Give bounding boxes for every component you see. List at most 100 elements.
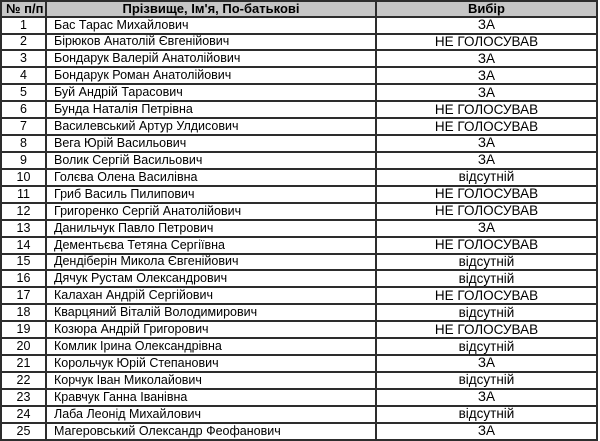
- vote-value-cell: відсутній: [375, 337, 598, 357]
- table-row: 5 Буй Андрій Тарасович ЗА: [0, 83, 598, 103]
- col-header-number: № п/п: [0, 0, 47, 18]
- row-number-cell: 17: [0, 286, 47, 306]
- row-number-cell: 3: [0, 49, 47, 69]
- vote-value-cell: ЗА: [375, 218, 598, 238]
- row-number-cell: 12: [0, 201, 47, 221]
- vote-value-cell: НЕ ГОЛОСУВАВ: [375, 320, 598, 340]
- vote-value-cell: ЗА: [375, 421, 598, 441]
- row-number-cell: 5: [0, 83, 47, 103]
- row-number-cell: 10: [0, 167, 47, 187]
- vote-value-cell: відсутній: [375, 167, 598, 187]
- table-row: 12 Григоренко Сергій Анатолійович НЕ ГОЛ…: [0, 201, 598, 221]
- member-name-cell: Калахан Андрій Сергійович: [45, 286, 377, 306]
- table-row: 6 Бунда Наталія Петрівна НЕ ГОЛОСУВАВ: [0, 100, 598, 120]
- row-number-cell: 1: [0, 15, 47, 35]
- table-row: 21 Корольчук Юрій Степанович ЗА: [0, 354, 598, 373]
- member-name-cell: Дендіберін Микола Євгенійович: [45, 252, 377, 272]
- row-number-cell: 9: [0, 151, 47, 170]
- vote-value-cell: НЕ ГОЛОСУВАВ: [375, 184, 598, 204]
- member-name-cell: Василевський Артур Улдисович: [45, 117, 377, 137]
- table-row: 15 Дендіберін Микола Євгенійович відсутн…: [0, 252, 598, 272]
- table-row: 10 Голєва Олена Василівна відсутній: [0, 167, 598, 187]
- table-row: 17 Калахан Андрій Сергійович НЕ ГОЛОСУВА…: [0, 286, 598, 306]
- table-row: 13 Данильчук Павло Петрович ЗА: [0, 218, 598, 238]
- table-row: 23 Кравчук Ганна Іванівна ЗА: [0, 387, 598, 407]
- vote-value-cell: відсутній: [375, 404, 598, 424]
- vote-value-cell: ЗА: [375, 151, 598, 170]
- vote-value-cell: ЗА: [375, 49, 598, 69]
- row-number-cell: 7: [0, 117, 47, 137]
- member-name-cell: Дячук Рустам Олександрович: [45, 269, 377, 289]
- vote-value-cell: НЕ ГОЛОСУВАВ: [375, 286, 598, 306]
- member-name-cell: Козюра Андрій Григорович: [45, 320, 377, 340]
- row-number-cell: 20: [0, 337, 47, 357]
- member-name-cell: Дементьєва Тетяна Сергіївна: [45, 235, 377, 255]
- member-name-cell: Кравчук Ганна Іванівна: [45, 387, 377, 407]
- vote-value-cell: ЗА: [375, 387, 598, 407]
- table-row: 4 Бондарук Роман Анатолійович ЗА: [0, 66, 598, 86]
- row-number-cell: 15: [0, 252, 47, 272]
- vote-value-cell: відсутній: [375, 269, 598, 289]
- member-name-cell: Бас Тарас Михайлович: [45, 15, 377, 35]
- row-number-cell: 11: [0, 184, 47, 204]
- row-number-cell: 14: [0, 235, 47, 255]
- table-row: 11 Гриб Василь Пилипович НЕ ГОЛОСУВАВ: [0, 184, 598, 204]
- row-number-cell: 16: [0, 269, 47, 289]
- table-row: 20 Комлик Ірина Олександрівна відсутній: [0, 337, 598, 357]
- vote-value-cell: НЕ ГОЛОСУВАВ: [375, 32, 598, 52]
- member-name-cell: Бондарук Роман Анатолійович: [45, 66, 377, 86]
- table-row: 7 Василевський Артур Улдисович НЕ ГОЛОСУ…: [0, 117, 598, 137]
- row-number-cell: 4: [0, 66, 47, 86]
- member-name-cell: Корчук Іван Миколайович: [45, 371, 377, 390]
- vote-value-cell: ЗА: [375, 354, 598, 373]
- row-number-cell: 8: [0, 134, 47, 154]
- table-body: 1 Бас Тарас Михайлович ЗА 2 Бірюков Анат…: [0, 15, 598, 441]
- member-name-cell: Бондарук Валерій Анатолійович: [45, 49, 377, 69]
- vote-value-cell: НЕ ГОЛОСУВАВ: [375, 235, 598, 255]
- member-name-cell: Волик Сергій Васильович: [45, 151, 377, 170]
- vote-value-cell: відсутній: [375, 252, 598, 272]
- table-row: 16 Дячук Рустам Олександрович відсутній: [0, 269, 598, 289]
- row-number-cell: 23: [0, 387, 47, 407]
- row-number-cell: 19: [0, 320, 47, 340]
- table-row: 1 Бас Тарас Михайлович ЗА: [0, 15, 598, 35]
- row-number-cell: 6: [0, 100, 47, 120]
- member-name-cell: Бірюков Анатолій Євгенійович: [45, 32, 377, 52]
- table-row: 2 Бірюков Анатолій Євгенійович НЕ ГОЛОСУ…: [0, 32, 598, 52]
- vote-value-cell: НЕ ГОЛОСУВАВ: [375, 201, 598, 221]
- vote-value-cell: відсутній: [375, 371, 598, 390]
- col-header-name: Прізвище, Ім'я, По-батькові: [45, 0, 377, 18]
- table-row: 25 Магеровський Олександр Феофанович ЗА: [0, 421, 598, 441]
- row-number-cell: 13: [0, 218, 47, 238]
- table-row: 18 Кварцяний Віталій Володимирович відсу…: [0, 303, 598, 323]
- vote-value-cell: ЗА: [375, 134, 598, 154]
- table-row: 22 Корчук Іван Миколайович відсутній: [0, 371, 598, 390]
- vote-value-cell: НЕ ГОЛОСУВАВ: [375, 100, 598, 120]
- vote-value-cell: ЗА: [375, 15, 598, 35]
- row-number-cell: 22: [0, 371, 47, 390]
- table-row: 19 Козюра Андрій Григорович НЕ ГОЛОСУВАВ: [0, 320, 598, 340]
- member-name-cell: Лаба Леонід Михайлович: [45, 404, 377, 424]
- table-row: 14 Дементьєва Тетяна Сергіївна НЕ ГОЛОСУ…: [0, 235, 598, 255]
- vote-value-cell: НЕ ГОЛОСУВАВ: [375, 117, 598, 137]
- vote-value-cell: ЗА: [375, 66, 598, 86]
- vote-value-cell: відсутній: [375, 303, 598, 323]
- table-row: 24 Лаба Леонід Михайлович відсутній: [0, 404, 598, 424]
- row-number-cell: 18: [0, 303, 47, 323]
- row-number-cell: 2: [0, 32, 47, 52]
- member-name-cell: Григоренко Сергій Анатолійович: [45, 201, 377, 221]
- table-row: 9 Волик Сергій Васильович ЗА: [0, 151, 598, 170]
- member-name-cell: Корольчук Юрій Степанович: [45, 354, 377, 373]
- member-name-cell: Буй Андрій Тарасович: [45, 83, 377, 103]
- member-name-cell: Вега Юрій Васильович: [45, 134, 377, 154]
- header-row: № п/п Прізвище, Ім'я, По-батькові Вибір: [0, 0, 598, 18]
- row-number-cell: 25: [0, 421, 47, 441]
- vote-value-cell: ЗА: [375, 83, 598, 103]
- row-number-cell: 24: [0, 404, 47, 424]
- member-name-cell: Гриб Василь Пилипович: [45, 184, 377, 204]
- table-row: 8 Вега Юрій Васильович ЗА: [0, 134, 598, 154]
- member-name-cell: Голєва Олена Василівна: [45, 167, 377, 187]
- member-name-cell: Магеровський Олександр Феофанович: [45, 421, 377, 441]
